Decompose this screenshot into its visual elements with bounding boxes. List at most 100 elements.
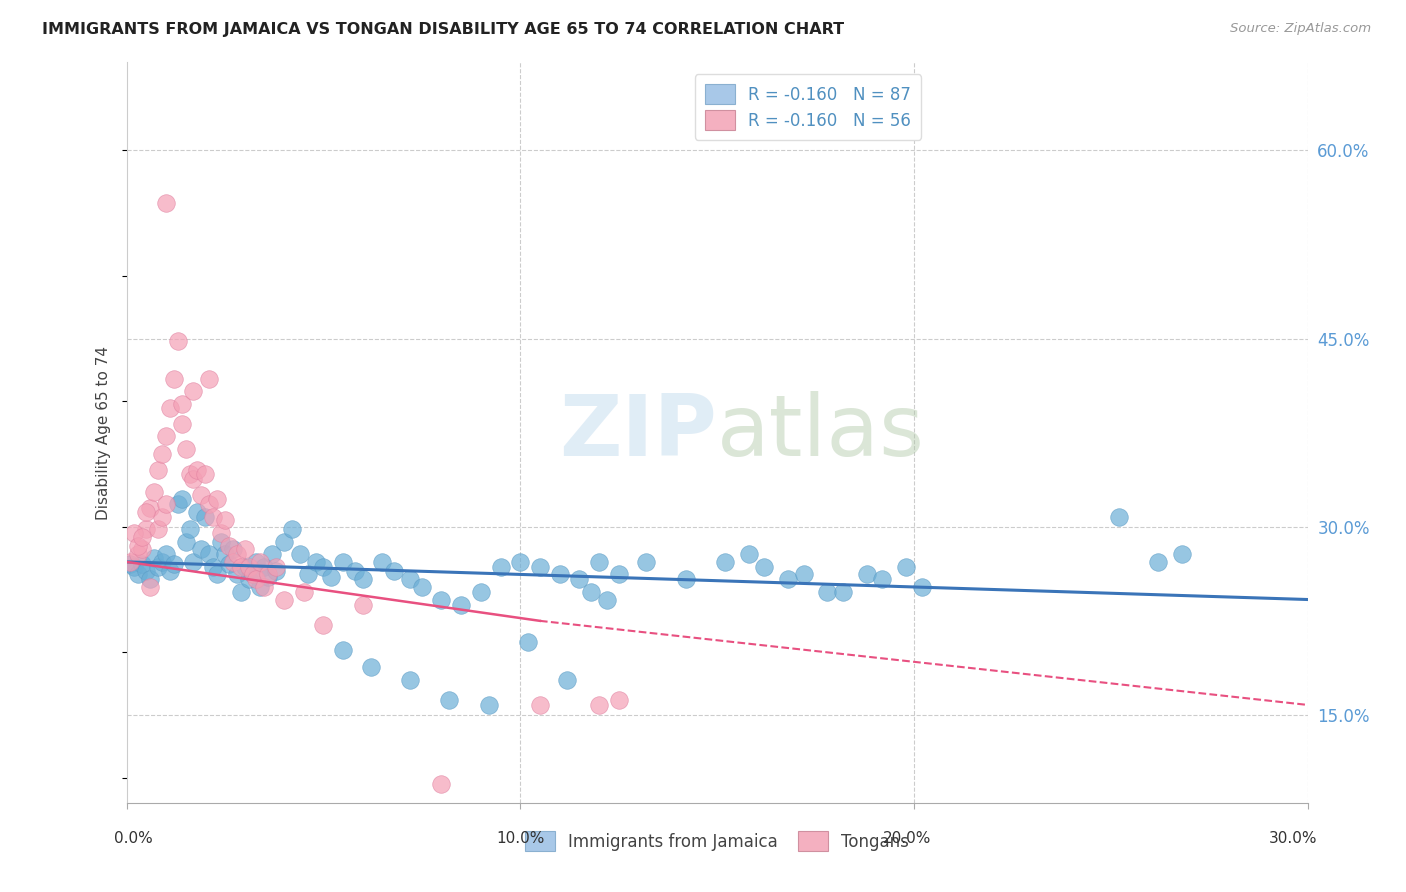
Point	[179, 467, 201, 481]
Point	[714, 555, 737, 569]
Point	[186, 505, 208, 519]
Point	[911, 580, 934, 594]
Point	[352, 573, 374, 587]
Point	[557, 673, 579, 687]
Point	[382, 564, 405, 578]
Point	[170, 397, 193, 411]
Point	[579, 585, 602, 599]
Point	[159, 564, 181, 578]
Point	[1170, 547, 1192, 561]
Point	[238, 573, 260, 587]
Point	[146, 560, 169, 574]
Point	[127, 539, 149, 553]
Point	[120, 555, 142, 569]
Point	[360, 660, 382, 674]
Point	[209, 526, 232, 541]
Point	[174, 534, 197, 549]
Point	[233, 542, 256, 557]
Point	[143, 551, 166, 566]
Point	[146, 522, 169, 536]
Point	[249, 580, 271, 594]
Point	[155, 429, 177, 443]
Point	[222, 555, 245, 569]
Point	[225, 567, 247, 582]
Point	[245, 555, 267, 569]
Point	[198, 547, 221, 561]
Text: IMMIGRANTS FROM JAMAICA VS TONGAN DISABILITY AGE 65 TO 74 CORRELATION CHART: IMMIGRANTS FROM JAMAICA VS TONGAN DISABI…	[42, 22, 845, 37]
Point	[131, 558, 153, 572]
Point	[776, 573, 799, 587]
Point	[588, 555, 610, 569]
Point	[127, 547, 149, 561]
Point	[159, 401, 181, 415]
Point	[855, 567, 877, 582]
Point	[832, 585, 855, 599]
Point	[127, 567, 149, 582]
Point	[245, 573, 267, 587]
Point	[198, 497, 221, 511]
Point	[150, 447, 173, 461]
Point	[131, 530, 153, 544]
Point	[179, 522, 201, 536]
Text: 20.0%: 20.0%	[883, 831, 931, 846]
Point	[304, 555, 326, 569]
Point	[249, 555, 271, 569]
Point	[150, 555, 173, 569]
Point	[509, 555, 531, 569]
Point	[124, 560, 146, 574]
Point	[894, 560, 917, 574]
Point	[202, 560, 225, 574]
Point	[548, 567, 571, 582]
Point	[450, 598, 472, 612]
Point	[170, 417, 193, 431]
Text: 0.0%: 0.0%	[114, 831, 153, 846]
Point	[273, 534, 295, 549]
Legend: Immigrants from Jamaica, Tongans: Immigrants from Jamaica, Tongans	[519, 825, 915, 857]
Point	[218, 558, 240, 572]
Point	[194, 467, 217, 481]
Point	[815, 585, 838, 599]
Point	[150, 509, 173, 524]
Point	[636, 555, 658, 569]
Point	[281, 522, 304, 536]
Point	[754, 560, 776, 574]
Point	[183, 472, 205, 486]
Point	[470, 585, 492, 599]
Point	[229, 560, 252, 574]
Point	[439, 693, 461, 707]
Point	[238, 560, 260, 574]
Point	[209, 534, 232, 549]
Point	[183, 384, 205, 399]
Point	[155, 497, 177, 511]
Point	[264, 564, 287, 578]
Point	[143, 484, 166, 499]
Point	[135, 564, 157, 578]
Point	[529, 698, 551, 712]
Point	[1147, 555, 1170, 569]
Point	[262, 547, 284, 561]
Point	[135, 522, 157, 536]
Point	[1108, 509, 1130, 524]
Point	[430, 777, 453, 791]
Point	[174, 442, 197, 456]
Point	[253, 580, 276, 594]
Text: 10.0%: 10.0%	[496, 831, 544, 846]
Point	[292, 585, 315, 599]
Point	[568, 573, 591, 587]
Point	[607, 693, 630, 707]
Point	[202, 509, 225, 524]
Point	[170, 492, 193, 507]
Point	[371, 555, 394, 569]
Point	[297, 567, 319, 582]
Point	[131, 542, 153, 557]
Point	[872, 573, 894, 587]
Point	[135, 505, 157, 519]
Point	[257, 570, 280, 584]
Point	[225, 547, 247, 561]
Point	[155, 547, 177, 561]
Point	[332, 555, 354, 569]
Point	[214, 513, 236, 527]
Point	[198, 372, 221, 386]
Point	[737, 547, 759, 561]
Point	[430, 592, 453, 607]
